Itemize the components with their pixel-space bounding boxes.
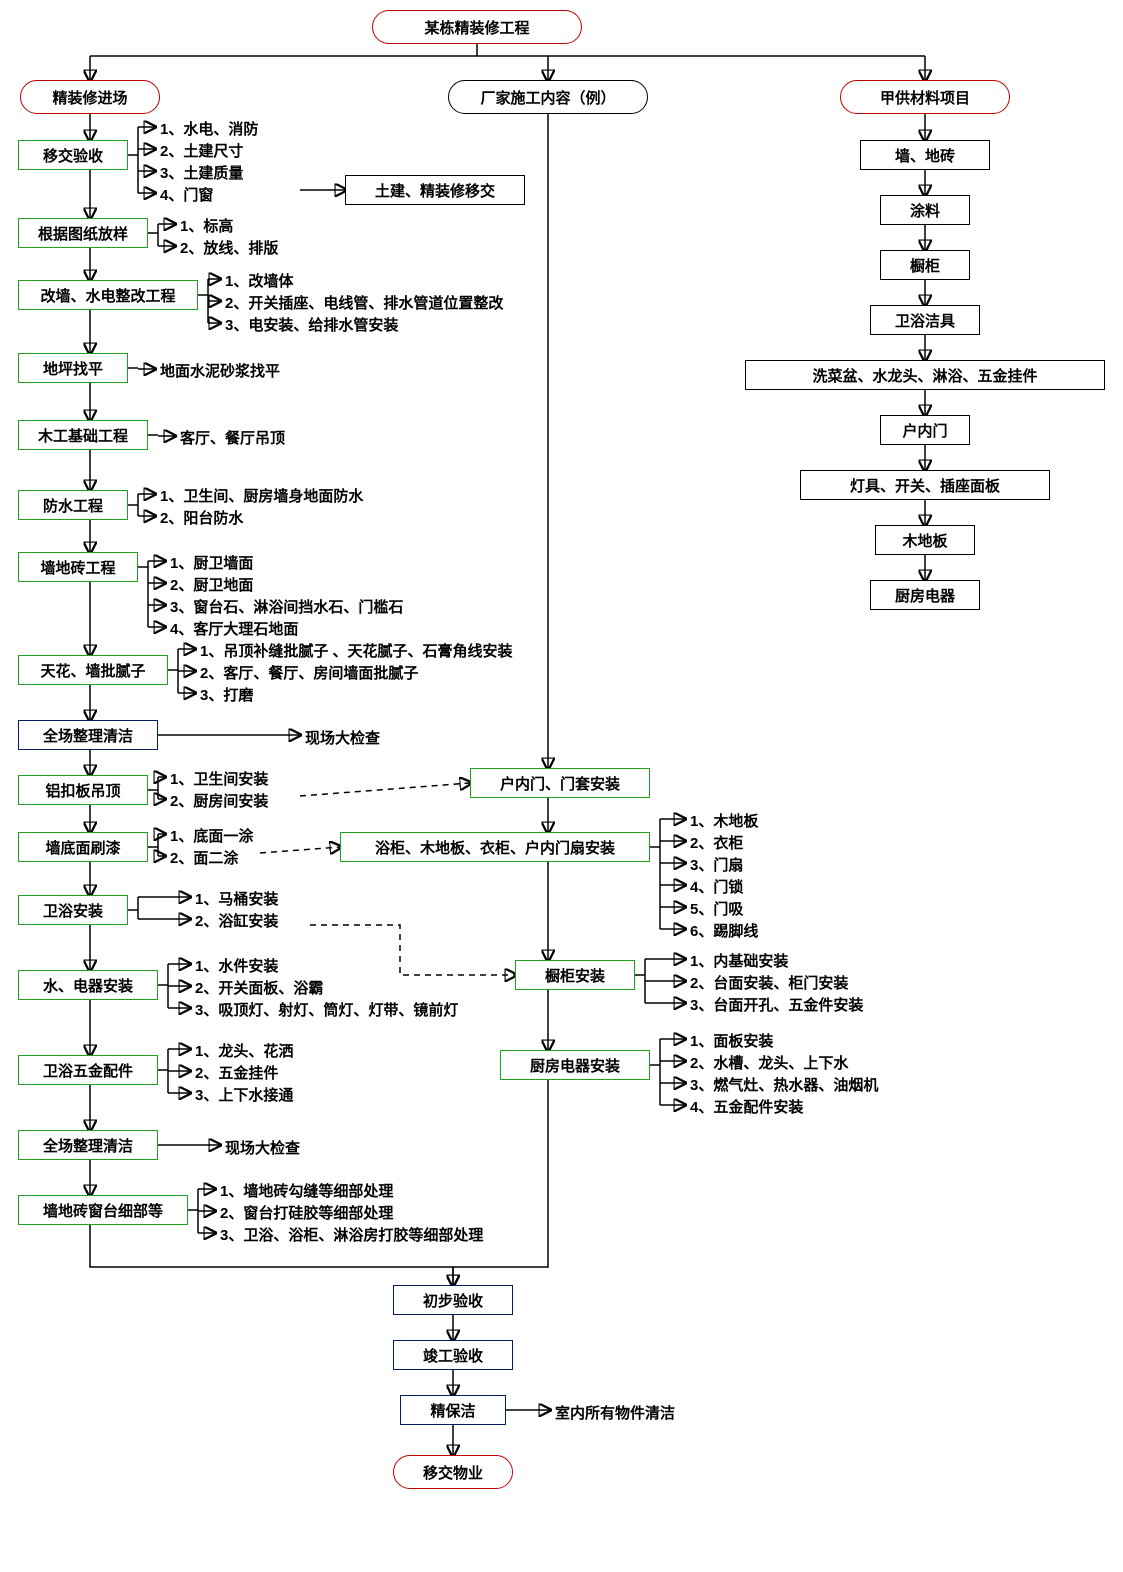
s9: 全场整理清洁: [18, 720, 158, 750]
sub-s7-1: 2、厨卫地面: [170, 574, 253, 595]
sub-s1-1: 2、土建尺寸: [160, 140, 243, 161]
s3: 改墙、水电整改工程: [18, 280, 198, 310]
s11: 墙底面刷漆: [18, 832, 148, 862]
sub-s1-0: 1、水电、消防: [160, 118, 258, 139]
sub-f3-2: 3、台面开孔、五金件安装: [690, 994, 863, 1015]
sub-s5-0: 客厅、餐厅吊顶: [180, 427, 285, 448]
h1: 精装修进场: [20, 80, 160, 114]
sub-f4-2: 3、燃气灶、热水器、油烟机: [690, 1074, 878, 1095]
s14: 卫浴五金配件: [18, 1055, 158, 1085]
s2: 根据图纸放样: [18, 218, 148, 248]
h3: 甲供材料项目: [840, 80, 1010, 114]
s8: 天花、墙批腻子: [18, 655, 168, 685]
m2: 涂料: [880, 195, 970, 225]
f3: 橱柜安装: [515, 960, 635, 990]
sub-s16-0: 1、墙地砖勾缝等细部处理: [220, 1180, 393, 1201]
s9-extra: 现场大检查: [305, 727, 380, 748]
m7: 灯具、开关、插座面板: [800, 470, 1050, 500]
sub-s6-0: 1、卫生间、厨房墙身地面防水: [160, 485, 363, 506]
root: 某栋精装修工程: [372, 10, 582, 44]
sub-s12-1: 2、浴缸安装: [195, 910, 278, 931]
t3-extra: 室内所有物件清洁: [555, 1402, 675, 1423]
sub-f2-0: 1、木地板: [690, 810, 758, 831]
sub-s13-2: 3、吸顶灯、射灯、筒灯、灯带、镜前灯: [195, 999, 458, 1020]
m4: 卫浴洁具: [870, 305, 980, 335]
sub-s8-2: 3、打磨: [200, 684, 253, 705]
sub-s12-0: 1、马桶安装: [195, 888, 278, 909]
sub-s16-2: 3、卫浴、浴柜、淋浴房打胶等细部处理: [220, 1224, 483, 1245]
s16: 墙地砖窗台细部等: [18, 1195, 188, 1225]
s4: 地坪找平: [18, 353, 128, 383]
sub-s1-2: 3、土建质量: [160, 162, 243, 183]
s7: 墙地砖工程: [18, 552, 138, 582]
sub-f2-5: 6、踢脚线: [690, 920, 758, 941]
sub-s3-1: 2、开关插座、电线管、排水管道位置整改: [225, 292, 503, 313]
f4: 厨房电器安装: [500, 1050, 650, 1080]
sub-s2-1: 2、放线、排版: [180, 237, 278, 258]
h2: 厂家施工内容（例）: [448, 80, 648, 114]
sub-f2-1: 2、衣柜: [690, 832, 743, 853]
sub-s6-1: 2、阳台防水: [160, 507, 243, 528]
sub-s7-0: 1、厨卫墙面: [170, 552, 253, 573]
t1: 初步验收: [393, 1285, 513, 1315]
s12: 卫浴安装: [18, 895, 128, 925]
sub-s10-1: 2、厨房间安装: [170, 790, 268, 811]
s1: 移交验收: [18, 140, 128, 170]
sub-s13-0: 1、水件安装: [195, 955, 278, 976]
m6: 户内门: [880, 415, 970, 445]
m9: 厨房电器: [870, 580, 980, 610]
sub-s8-1: 2、客厅、餐厅、房间墙面批腻子: [200, 662, 418, 683]
s15: 全场整理清洁: [18, 1130, 158, 1160]
sub-f4-1: 2、水槽、龙头、上下水: [690, 1052, 848, 1073]
sub-s14-1: 2、五金挂件: [195, 1062, 278, 1083]
m1: 墙、地砖: [860, 140, 990, 170]
sub-f3-0: 1、内基础安装: [690, 950, 788, 971]
sub-s8-0: 1、吊顶补缝批腻子 、天花腻子、石膏角线安装: [200, 640, 513, 661]
s15-extra: 现场大检查: [225, 1137, 300, 1158]
m8: 木地板: [875, 525, 975, 555]
m3: 橱柜: [880, 250, 970, 280]
sub-s16-1: 2、窗台打硅胶等细部处理: [220, 1202, 393, 1223]
f2: 浴柜、木地板、衣柜、户内门扇安装: [340, 832, 650, 862]
sub-s14-0: 1、龙头、花洒: [195, 1040, 293, 1061]
sub-s3-0: 1、改墙体: [225, 270, 293, 291]
s6: 防水工程: [18, 490, 128, 520]
s10: 铝扣板吊顶: [18, 775, 148, 805]
sub-s10-0: 1、卫生间安装: [170, 768, 268, 789]
sub-s3-2: 3、电安装、给排水管安装: [225, 314, 398, 335]
sub-s11-1: 2、面二涂: [170, 847, 238, 868]
sub-f3-1: 2、台面安装、柜门安装: [690, 972, 848, 993]
sub-f2-4: 5、门吸: [690, 898, 743, 919]
s5: 木工基础工程: [18, 420, 148, 450]
t2: 竣工验收: [393, 1340, 513, 1370]
f1: 户内门、门套安装: [470, 768, 650, 798]
s13: 水、电器安装: [18, 970, 158, 1000]
sub-s1-3: 4、门窗: [160, 184, 213, 205]
sub-s4-0: 地面水泥砂浆找平: [160, 360, 280, 381]
sub-f4-0: 1、面板安装: [690, 1030, 773, 1051]
t3: 精保洁: [400, 1395, 506, 1425]
sub-s7-2: 3、窗台石、淋浴间挡水石、门槛石: [170, 596, 403, 617]
m5: 洗菜盆、水龙头、淋浴、五金挂件: [745, 360, 1105, 390]
sub-s2-0: 1、标高: [180, 215, 233, 236]
sub-s13-1: 2、开关面板、浴霸: [195, 977, 323, 998]
sub-f2-3: 4、门锁: [690, 876, 743, 897]
sub-s14-2: 3、上下水接通: [195, 1084, 293, 1105]
sub-f2-2: 3、门扇: [690, 854, 743, 875]
sub-s11-0: 1、底面一涂: [170, 825, 253, 846]
sub-s7-3: 4、客厅大理石地面: [170, 618, 298, 639]
sub-f4-3: 4、五金配件安装: [690, 1096, 803, 1117]
t4: 移交物业: [393, 1455, 513, 1489]
